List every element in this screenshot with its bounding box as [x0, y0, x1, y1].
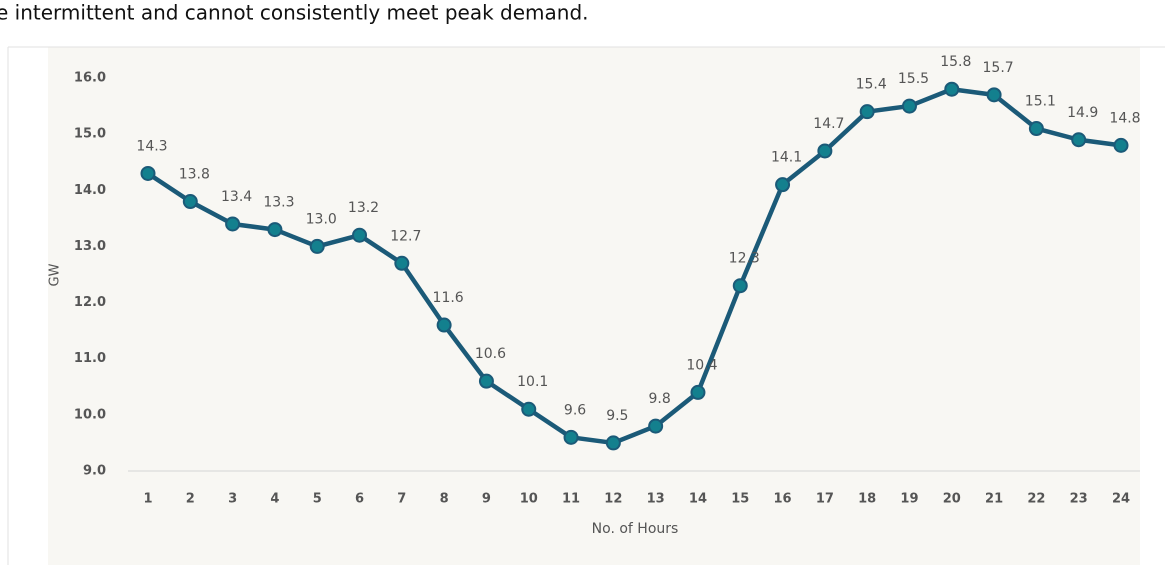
- x-tick-label: 5: [313, 492, 322, 507]
- x-tick-label: 15: [731, 492, 749, 507]
- x-tick-label: 7: [397, 492, 406, 507]
- x-tick-label: 19: [900, 492, 918, 507]
- x-tick-label: 11: [562, 492, 580, 507]
- point: [1071, 132, 1087, 148]
- data-label: 10.4: [686, 357, 717, 373]
- point: [690, 384, 706, 400]
- point: [309, 238, 325, 254]
- x-tick-label: 21: [985, 492, 1003, 507]
- x-tick-label: 18: [858, 492, 876, 507]
- x-tick-label: 10: [520, 492, 538, 507]
- point: [901, 98, 917, 114]
- x-tick-label: 9: [482, 492, 491, 507]
- y-tick-label: 15.0: [74, 127, 106, 142]
- data-label: 13.0: [306, 211, 337, 227]
- x-tick-label: 12: [604, 492, 622, 507]
- data-label: 14.3: [136, 138, 167, 154]
- data-label: 12.3: [729, 251, 760, 267]
- point: [182, 194, 198, 210]
- data-label: 15.5: [898, 71, 929, 87]
- x-tick-label: 1: [143, 492, 152, 507]
- y-tick-label: 9.0: [83, 464, 106, 479]
- data-label: 15.1: [1025, 94, 1056, 110]
- point: [605, 435, 621, 451]
- point: [478, 373, 494, 389]
- plot-panel: [48, 47, 1140, 565]
- data-label: 13.4: [221, 189, 252, 205]
- data-label: 9.5: [606, 408, 628, 424]
- x-tick-label: 20: [943, 492, 961, 507]
- point: [436, 317, 452, 333]
- y-tick-label: 12.0: [74, 295, 106, 310]
- data-label: 13.3: [263, 195, 294, 211]
- x-tick-label: 17: [816, 492, 834, 507]
- data-label: 13.8: [179, 167, 210, 183]
- point: [267, 222, 283, 238]
- data-label: 14.7: [813, 116, 844, 132]
- y-tick-label: 13.0: [74, 239, 106, 254]
- y-tick-label: 11.0: [74, 351, 106, 366]
- x-tick-label: 3: [228, 492, 237, 507]
- point: [817, 143, 833, 159]
- point: [732, 278, 748, 294]
- point: [1113, 137, 1129, 153]
- y-tick-label: 14.0: [74, 183, 106, 198]
- data-label: 9.8: [649, 391, 671, 407]
- data-label: 9.6: [564, 402, 586, 418]
- data-label: 10.6: [475, 346, 506, 362]
- y-tick-label: 16.0: [74, 71, 106, 86]
- x-tick-label: 14: [689, 492, 707, 507]
- x-tick-label: 13: [647, 492, 665, 507]
- caption: e intermittent and cannot consistently m…: [0, 1, 589, 25]
- y-tick-label: 10.0: [74, 407, 106, 422]
- point: [859, 104, 875, 120]
- point: [944, 81, 960, 97]
- point: [225, 216, 241, 232]
- data-label: 13.2: [348, 200, 379, 216]
- point: [352, 227, 368, 243]
- data-label: 10.1: [517, 374, 548, 390]
- data-label: 11.6: [433, 290, 464, 306]
- x-tick-label: 23: [1070, 492, 1088, 507]
- point: [986, 87, 1002, 103]
- point: [140, 165, 156, 181]
- point: [648, 418, 664, 434]
- x-axis-label: No. of Hours: [592, 521, 679, 537]
- point: [563, 429, 579, 445]
- x-tick-label: 4: [270, 492, 279, 507]
- x-tick-label: 24: [1112, 492, 1130, 507]
- data-label: 14.9: [1067, 105, 1098, 121]
- x-tick-label: 8: [440, 492, 449, 507]
- data-label: 14.1: [771, 150, 802, 166]
- point: [1028, 121, 1044, 137]
- data-label: 14.8: [1109, 110, 1140, 126]
- data-label: 15.8: [940, 54, 971, 70]
- x-tick-label: 16: [774, 492, 792, 507]
- data-label: 15.4: [856, 77, 887, 93]
- data-label: 12.7: [390, 228, 421, 244]
- data-label: 15.7: [983, 60, 1014, 76]
- y-axis-label: GW: [48, 263, 63, 286]
- point: [394, 255, 410, 271]
- x-tick-label: 22: [1027, 492, 1045, 507]
- x-tick-label: 6: [355, 492, 364, 507]
- point: [521, 401, 537, 417]
- point: [775, 177, 791, 193]
- x-tick-label: 2: [186, 492, 195, 507]
